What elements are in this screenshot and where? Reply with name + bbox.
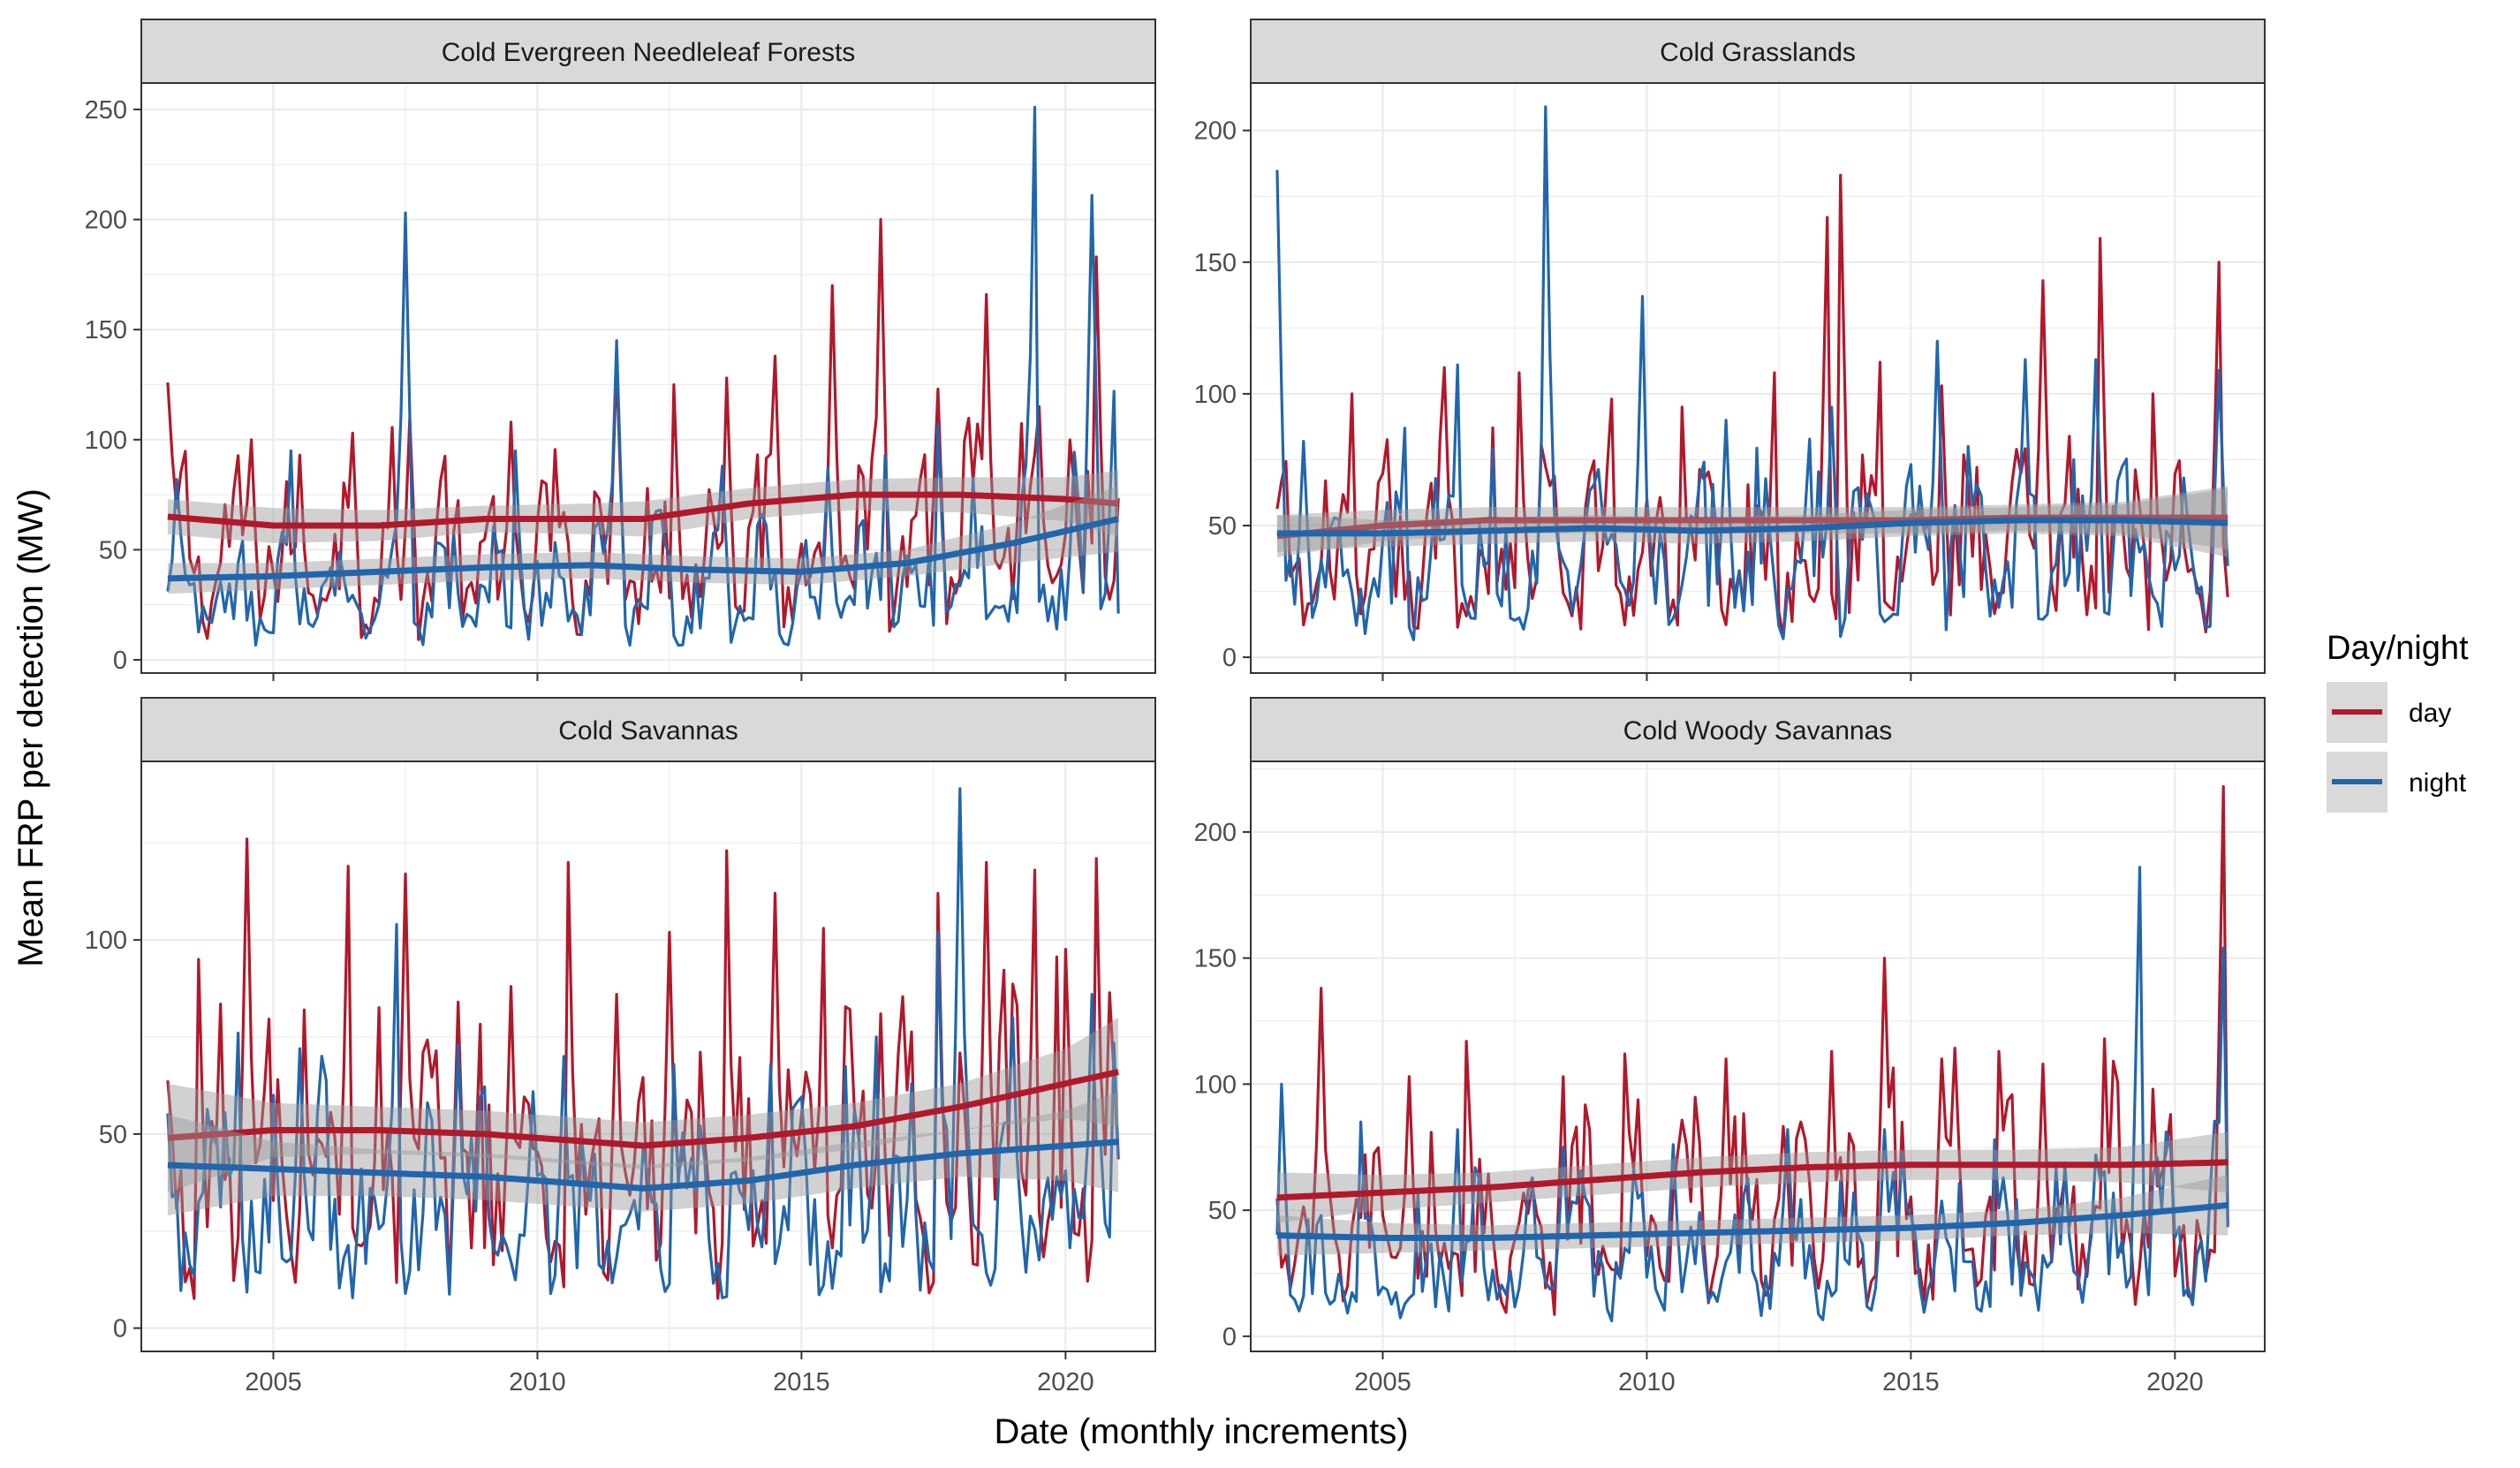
panel-title: Cold Savannas [558, 716, 738, 745]
y-tick-label: 100 [85, 427, 127, 455]
y-tick-label: 0 [1222, 1323, 1237, 1351]
y-axis-title: Mean FRP per detection (MW) [11, 488, 50, 967]
confidence-band-night [1276, 488, 2229, 557]
legend-label-day: day [2409, 699, 2451, 728]
plot-area [166, 105, 1120, 647]
chart-panels: Cold Evergreen Needleleaf Forests 0 50 100 1… [85, 19, 2266, 1396]
y-tick-label: 50 [99, 536, 127, 564]
panel-title: Cold Woody Savannas [1623, 716, 1893, 745]
panel-3: Cold Savannas 0 50 100 2005 2010 2015 2020 [85, 697, 1156, 1396]
plot-area [1275, 105, 2229, 641]
plot-background [1251, 761, 2265, 1351]
confidence-band-day [1276, 1131, 2229, 1223]
y-tick-label: 100 [1194, 1071, 1237, 1099]
panel-title: Cold Evergreen Needleleaf Forests [442, 38, 856, 67]
series-night [166, 105, 1120, 647]
x-tick-label: 2010 [1618, 1368, 1676, 1396]
x-axis-title: Date (monthly increments) [994, 1412, 1408, 1451]
panel-title: Cold Grasslands [1660, 38, 1856, 67]
confidence-band-day [167, 1018, 1119, 1192]
trend-line-night [167, 516, 1119, 582]
legend-title: Day/night [2327, 630, 2469, 667]
trend-line-day [167, 1069, 1119, 1149]
y-tick-label: 0 [113, 1315, 127, 1343]
panel-strip [1250, 697, 2266, 762]
x-tick-label: 2020 [2146, 1368, 2204, 1396]
panel-border [140, 760, 1156, 1352]
y-tick-label: 150 [1194, 249, 1237, 277]
series-day [166, 837, 1120, 1300]
panel-4: Cold Woody Savannas 0 50 100 150 200 2005 2010 2… [1194, 697, 2266, 1396]
panel-border [1250, 82, 2266, 674]
x-tick-label: 2015 [1882, 1368, 1940, 1396]
trend-line-day [1276, 1159, 2229, 1201]
y-tick-label: 150 [85, 316, 127, 344]
trend-line-night [167, 1139, 1119, 1192]
plot-area [1275, 784, 2229, 1323]
y-tick-label: 0 [113, 647, 127, 675]
panel-strip [140, 697, 1156, 762]
legend-label-night: night [2409, 768, 2467, 798]
x-tick-label: 2010 [509, 1368, 566, 1396]
series-night [1275, 866, 2229, 1323]
x-tick-label: 2005 [1354, 1368, 1411, 1396]
series-night [1275, 105, 2229, 641]
plot-background [141, 761, 1155, 1351]
series-night [166, 787, 1120, 1299]
y-tick-label: 200 [1194, 819, 1237, 847]
panel-border [1250, 760, 2266, 1352]
y-tick-label: 50 [1208, 1197, 1237, 1225]
confidence-band-night [167, 1091, 1119, 1216]
y-tick-label: 250 [85, 96, 127, 125]
y-tick-label: 50 [99, 1121, 127, 1149]
y-tick-label: 200 [1194, 117, 1237, 146]
trend-line-night [1276, 1201, 2229, 1241]
x-tick-label: 2005 [245, 1368, 302, 1396]
plot-area [166, 787, 1120, 1300]
y-tick-label: 150 [1194, 945, 1237, 973]
panel-strip [140, 19, 1156, 84]
panel-strip [1250, 19, 2266, 84]
y-tick-label: 50 [1208, 512, 1237, 541]
y-tick-label: 200 [85, 207, 127, 235]
legend: Day/night day night [2327, 630, 2469, 813]
y-tick-label: 0 [1222, 644, 1237, 672]
x-tick-label: 2015 [773, 1368, 830, 1396]
y-tick-label: 100 [85, 927, 127, 955]
trend-line-day [167, 491, 1119, 529]
trend-line-night [1276, 517, 2229, 537]
x-tick-label: 2020 [1037, 1368, 1094, 1396]
y-tick-label: 100 [1194, 381, 1237, 409]
panel-1: Cold Evergreen Needleleaf Forests 0 50 100 1… [85, 19, 1156, 681]
panel-border [140, 82, 1156, 674]
panel-2: Cold Grasslands 0 50 100 150 200 [1194, 19, 2266, 681]
